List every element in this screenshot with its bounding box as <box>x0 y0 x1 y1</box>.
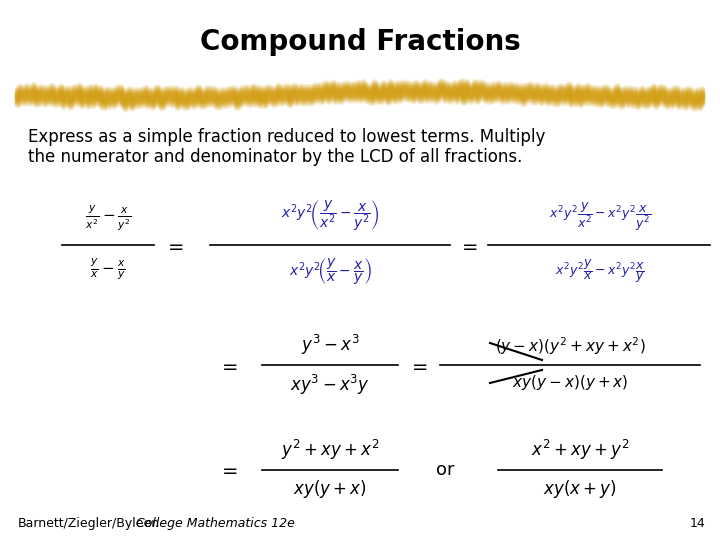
Text: Barnett/Ziegler/Byleen: Barnett/Ziegler/Byleen <box>18 517 160 530</box>
Text: $xy(y-x)(y+x)$: $xy(y-x)(y+x)$ <box>512 373 629 392</box>
Text: College Mathematics 12e: College Mathematics 12e <box>132 517 295 530</box>
Text: $\frac{y}{x} - \frac{x}{y}$: $\frac{y}{x} - \frac{x}{y}$ <box>90 257 126 282</box>
Text: $=$: $=$ <box>408 355 428 375</box>
Text: $y^2 + xy + x^2$: $y^2 + xy + x^2$ <box>281 438 379 462</box>
Text: or: or <box>436 461 454 479</box>
Text: $x^2y^2\dfrac{y}{x^2} - x^2y^2\dfrac{x}{y^2}$: $x^2y^2\dfrac{y}{x^2} - x^2y^2\dfrac{x}{… <box>549 201 652 233</box>
Text: $(y-x)(y^2+xy+x^2)$: $(y-x)(y^2+xy+x^2)$ <box>495 335 645 357</box>
Text: $xy(y + x)$: $xy(y + x)$ <box>293 478 367 500</box>
Text: $x^2y^2\!\left(\dfrac{y}{x^2} - \dfrac{x}{y^2}\right)$: $x^2y^2\!\left(\dfrac{y}{x^2} - \dfrac{x… <box>281 198 379 233</box>
Text: $=$: $=$ <box>218 355 238 375</box>
Text: $x^2y^2\dfrac{y}{x} - x^2y^2\dfrac{x}{y}$: $x^2y^2\dfrac{y}{x} - x^2y^2\dfrac{x}{y}… <box>555 257 645 285</box>
Text: $y^3 - x^3$: $y^3 - x^3$ <box>301 333 359 357</box>
Text: Compound Fractions: Compound Fractions <box>199 28 521 56</box>
Text: $x^2 + xy + y^2$: $x^2 + xy + y^2$ <box>531 438 629 462</box>
Text: 14: 14 <box>689 517 705 530</box>
Text: $xy^3 - x^3y$: $xy^3 - x^3y$ <box>290 373 370 397</box>
Text: Express as a simple fraction reduced to lowest terms. Multiply: Express as a simple fraction reduced to … <box>28 128 545 146</box>
Text: $=$: $=$ <box>458 235 478 254</box>
Text: the numerator and denominator by the LCD of all fractions.: the numerator and denominator by the LCD… <box>28 148 523 166</box>
Text: $x^2y^2\!\left(\dfrac{y}{x} - \dfrac{x}{y}\right)$: $x^2y^2\!\left(\dfrac{y}{x} - \dfrac{x}{… <box>289 257 372 287</box>
Text: $\frac{y}{x^2} - \frac{x}{y^2}$: $\frac{y}{x^2} - \frac{x}{y^2}$ <box>85 204 131 233</box>
Text: $xy(x + y)$: $xy(x + y)$ <box>543 478 617 500</box>
Text: $=$: $=$ <box>164 235 184 254</box>
Text: $=$: $=$ <box>218 461 238 480</box>
